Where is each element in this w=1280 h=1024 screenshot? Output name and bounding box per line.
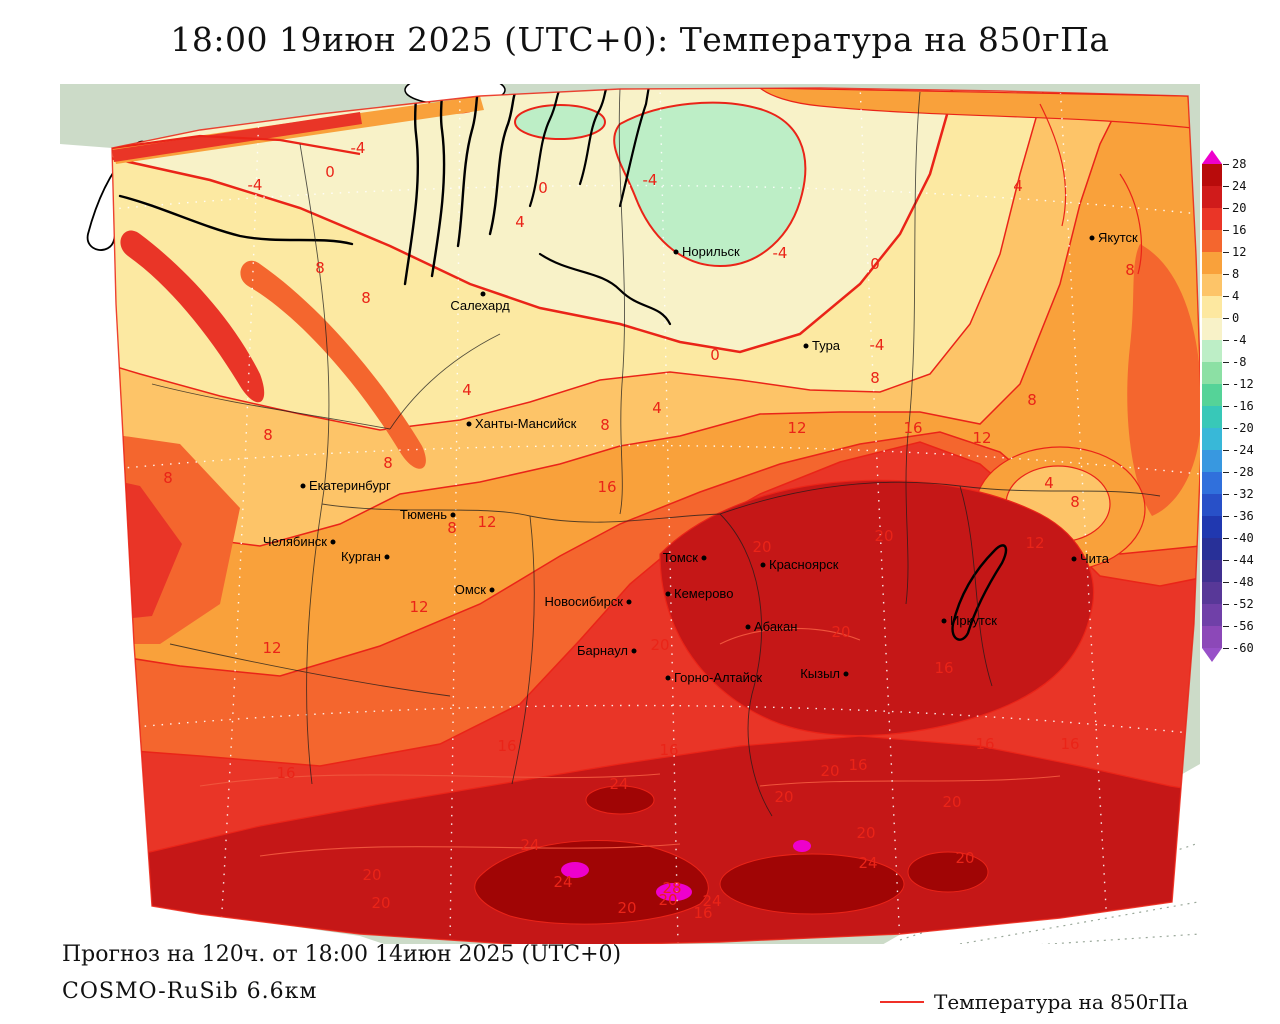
map-container: -4 0 -4 4 0 -4 -4 0 4 8 8 8 0 -4 8 4 4 8 12 16 12 8 8 8 8 16 8 12 20… [60, 84, 1200, 944]
colorbar-tick [1223, 186, 1229, 187]
colorbar-segment [1202, 626, 1222, 648]
colorbar-tick [1223, 450, 1229, 451]
colorbar-tick-label: 16 [1232, 223, 1247, 237]
colorbar-tick [1223, 208, 1229, 209]
temperature-colorbar: 28 24 20 16 12 8 4 0 -4 -8 -12 -16 -20 -24 -28 -32 -36 -4… [1202, 150, 1274, 662]
colorbar-segment [1202, 186, 1222, 208]
temperature-field [112, 88, 1200, 944]
colorbar-tick [1223, 406, 1229, 407]
colorbar-segment [1202, 164, 1222, 186]
colorbar-segment [1202, 362, 1222, 384]
colorbar-tick [1223, 428, 1229, 429]
legend-label: Температура на 850гПа [934, 990, 1189, 1014]
colorbar-tick [1223, 296, 1229, 297]
colorbar-tick-label: 12 [1232, 245, 1247, 259]
colorbar-segment [1202, 494, 1222, 516]
admin-boundaries [151, 88, 1161, 817]
colorbar-tick-label: -44 [1232, 553, 1254, 567]
colorbar-tick [1223, 472, 1229, 473]
colorbar-segment [1202, 340, 1222, 362]
colorbar-segment [1202, 538, 1222, 560]
colorbar-tick [1223, 626, 1229, 627]
colorbar-tick [1223, 164, 1229, 165]
colorbar-segment [1202, 472, 1222, 494]
colorbar-tick-label: 28 [1232, 157, 1247, 171]
colorbar-tick-label: -36 [1232, 509, 1254, 523]
colorbar-tick-label: -24 [1232, 443, 1254, 457]
footer: Прогноз на 120ч. от 18:00 14июн 2025 (UT… [62, 942, 1242, 1014]
colorbar-tick [1223, 560, 1229, 561]
colorbar-segment [1202, 230, 1222, 252]
colorbar-tick [1223, 318, 1229, 319]
colorbar-tick-label: -12 [1232, 377, 1254, 391]
colorbar-segment [1202, 296, 1222, 318]
colorbar-tick [1223, 494, 1229, 495]
colorbar-tick-label: 0 [1232, 311, 1240, 325]
legend-line-sample [880, 1001, 924, 1003]
colorbar-tick [1223, 340, 1229, 341]
page-title: 18:00 19июн 2025 (UTC+0): Температура на… [170, 20, 1110, 59]
colorbar-tick-label: -32 [1232, 487, 1254, 501]
colorbar-tick-label: -16 [1232, 399, 1254, 413]
colorbar-segment [1202, 252, 1222, 274]
colorbar-tick-label: -52 [1232, 597, 1254, 611]
forecast-info-line: Прогноз на 120ч. от 18:00 14июн 2025 (UT… [62, 942, 622, 967]
colorbar-arrow-down [1202, 648, 1222, 662]
colorbar-segment [1202, 450, 1222, 472]
colorbar-segment [1202, 428, 1222, 450]
colorbar-tick-label: 24 [1232, 179, 1247, 193]
colorbar-tick-label: -28 [1232, 465, 1254, 479]
colorbar-tick-label: -8 [1232, 355, 1247, 369]
domain-border [111, 87, 1200, 944]
colorbar-tick-label: 4 [1232, 289, 1240, 303]
colorbar-segment [1202, 318, 1222, 340]
colorbar-tick [1223, 274, 1229, 275]
colorbar-tick [1223, 230, 1229, 231]
colorbar-arrow-up [1202, 150, 1222, 164]
colorbar-tick [1223, 648, 1229, 649]
colorbar-segment [1202, 274, 1222, 296]
colorbar-segment [1202, 582, 1222, 604]
map-svg [60, 84, 1200, 944]
colorbar-tick-label: -4 [1232, 333, 1247, 347]
colorbar-tick-label: -56 [1232, 619, 1254, 633]
colorbar-segment [1202, 516, 1222, 538]
colorbar-tick-label: -40 [1232, 531, 1254, 545]
colorbar-tick-label: -20 [1232, 421, 1254, 435]
colorbar-tick [1223, 604, 1229, 605]
colorbar-segment [1202, 560, 1222, 582]
model-info-line: COSMO-RuSib 6.6км [62, 979, 318, 1004]
colorbar-tick [1223, 582, 1229, 583]
colorbar-tick [1223, 362, 1229, 363]
colorbar-tick [1223, 252, 1229, 253]
colorbar-segment [1202, 406, 1222, 428]
colorbar-tick-label: 8 [1232, 267, 1240, 281]
colorbar-tick [1223, 516, 1229, 517]
colorbar-segment [1202, 208, 1222, 230]
colorbar-segment [1202, 604, 1222, 626]
colorbar-tick-label: 20 [1232, 201, 1247, 215]
colorbar-tick [1223, 384, 1229, 385]
legend: Температура на 850гПа [880, 990, 1188, 1014]
colorbar-tick-label: -60 [1232, 641, 1254, 655]
colorbar-tick [1223, 538, 1229, 539]
colorbar-tick-label: -48 [1232, 575, 1254, 589]
colorbar-segment [1202, 384, 1222, 406]
